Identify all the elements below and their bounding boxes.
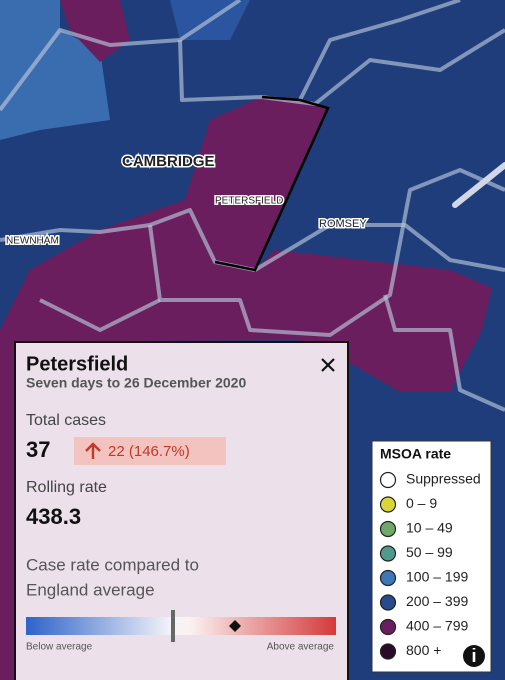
popup-title: Petersfield [26,353,128,375]
legend-swatch [379,618,397,636]
legend-label: 10 – 49 [406,520,453,536]
legend-label: 200 – 399 [406,593,468,609]
axis-label: Above average [267,642,335,653]
legend-label: 800 + [406,642,441,658]
legend-swatch [379,520,397,538]
legend-swatch [379,471,397,489]
legend: MSOA rate Suppressed 0 – 9 10 – 49 50 – 99 1… [371,440,492,673]
label: Rolling rate [26,479,107,496]
axis-label: Below average [26,642,93,653]
place-label: CAMBRIDGE [122,153,215,170]
legend-label: 0 – 9 [406,495,437,511]
popup: Petersfield Seven days to 26 December 20… [14,341,349,680]
legend-label: 100 – 199 [406,569,468,585]
value: 438.3 [26,504,81,529]
legend-swatch [379,569,397,587]
legend-swatch [379,545,397,562]
place-label: PETERSFIELD [215,196,283,207]
place-label: ROMSEY [319,218,367,230]
average-marker [171,610,175,642]
legend-title: MSOA rate [380,446,451,462]
value: 37 [26,437,50,462]
up-arrow [85,442,101,459]
place-label: NEWNHAM [6,236,59,247]
close-button[interactable] [321,358,335,372]
legend-swatch [379,643,397,660]
legend-swatch [379,594,397,611]
legend-label: 400 – 799 [406,618,468,634]
label: England average [26,580,155,599]
label: Case rate compared to [26,555,199,574]
comparison-bar [26,617,336,635]
legend-label: 50 – 99 [406,544,453,560]
legend-label: Suppressed [406,471,481,487]
label: Total cases [26,412,106,429]
popup-subtitle: Seven days to 26 December 2020 [26,375,246,391]
area-marker [229,620,241,632]
legend-swatch [379,496,397,513]
change: 22 (146.7%) [108,443,190,460]
